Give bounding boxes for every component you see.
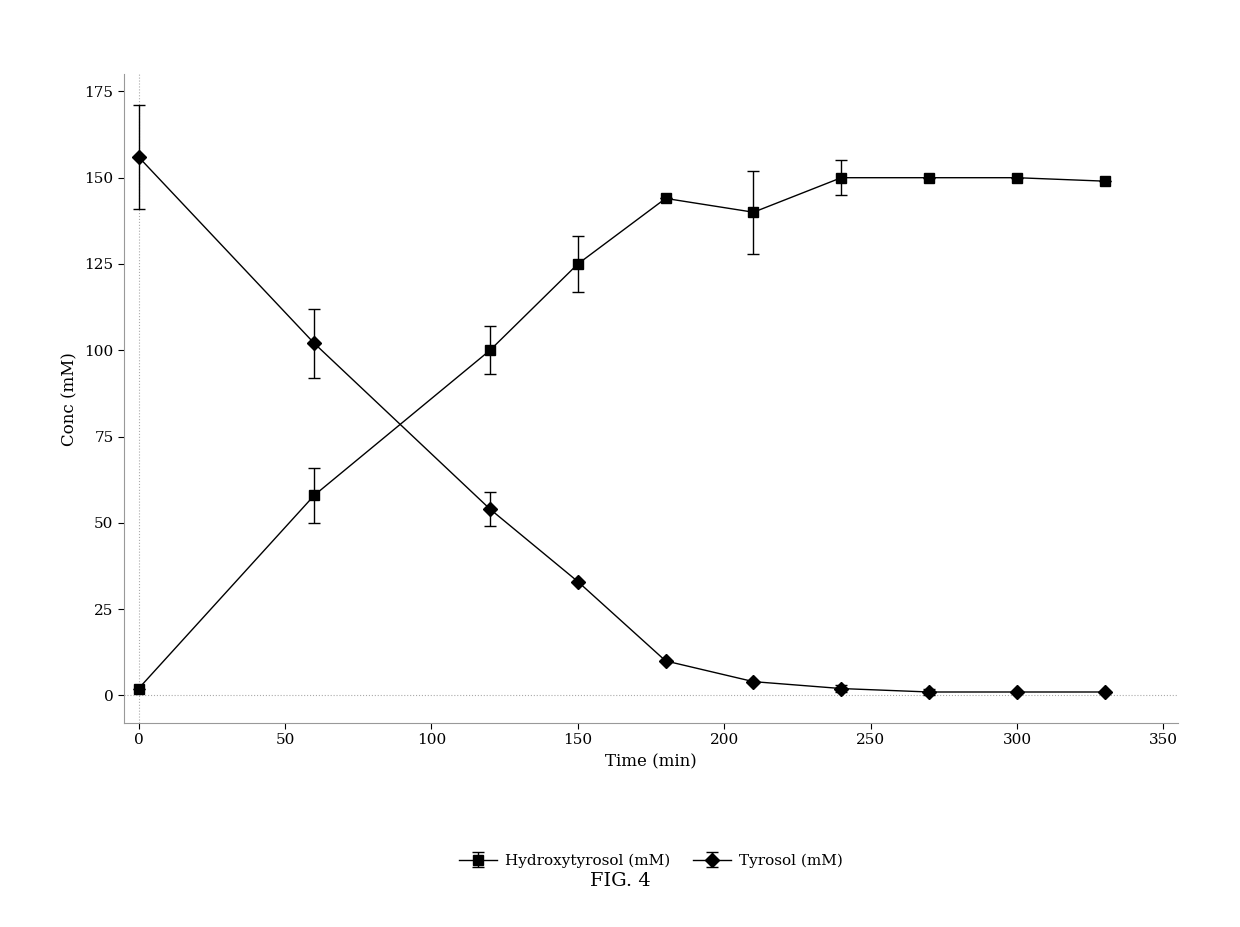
Legend: Hydroxytyrosol (mM), Tyrosol (mM): Hydroxytyrosol (mM), Tyrosol (mM) <box>453 847 849 874</box>
Y-axis label: Conc (mM): Conc (mM) <box>62 351 79 446</box>
Text: FIG. 4: FIG. 4 <box>590 872 650 890</box>
X-axis label: Time (min): Time (min) <box>605 753 697 770</box>
